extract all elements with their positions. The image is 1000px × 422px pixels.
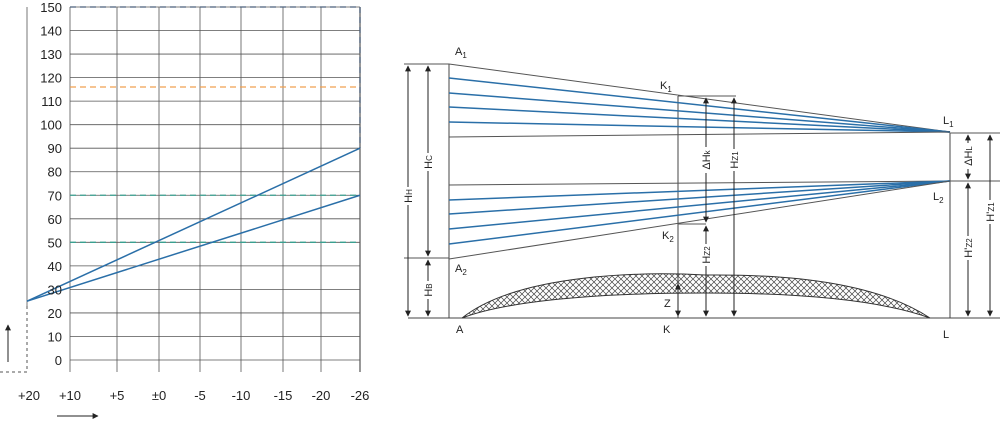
x-tick-label: -15 [274, 388, 293, 403]
fan-outer-top [448, 180, 951, 186]
chart-grid-vertical [26, 7, 361, 372]
chart-series [26, 147, 361, 302]
dim-label-hb: HB [421, 281, 435, 299]
y-tick-label: 150 [40, 0, 62, 15]
svg-text:H'Z1: H'Z1 [985, 202, 997, 222]
fan-line [448, 106, 951, 133]
dim-label-dhk: ΔHk [699, 147, 713, 173]
dim-label-hh: HH [401, 187, 415, 205]
dim-label-dhl: ΔHL [961, 143, 975, 169]
dim-label-hc: HC [421, 153, 435, 171]
x-tick-label: +20 [18, 388, 40, 403]
series-line [26, 147, 361, 302]
fan-line [448, 180, 951, 245]
y-tick-label: 100 [40, 118, 62, 133]
point-label-a: A [456, 324, 464, 336]
svg-text:HH: HH [403, 189, 415, 203]
fan-outer-top [448, 63, 951, 133]
point-label-l2: L2 [933, 191, 944, 205]
chart-grid-horizontal [70, 6, 360, 361]
upper-fan-lines [448, 63, 951, 138]
x-tick-label: -10 [232, 388, 251, 403]
lower-fan-lines [448, 180, 951, 260]
point-label-a1: A1 [455, 46, 467, 60]
y-tick-label: 90 [48, 141, 62, 156]
y-tick-label: 0 [55, 353, 62, 368]
svg-text:H'Z2: H'Z2 [963, 238, 975, 258]
x-tick-label: +5 [110, 388, 125, 403]
dim-label-hpz2: H'Z2 [961, 236, 975, 260]
dimension-lines [405, 65, 993, 317]
svg-text:HZ2: HZ2 [701, 246, 713, 264]
svg-text:HC: HC [423, 155, 435, 169]
y-tick-label: 70 [48, 188, 62, 203]
svg-text:HB: HB [423, 283, 435, 296]
elevation-chart: 0 10 20 30 40 50 60 70 80 90 100 110 120 130 140 150 +2… [0, 0, 369, 419]
svg-text:HZ1: HZ1 [729, 151, 741, 169]
x-tick-label: +10 [59, 388, 81, 403]
y-tick-label: 110 [41, 94, 62, 109]
y-tick-label: 130 [40, 47, 62, 62]
point-label-k2: K2 [662, 230, 674, 244]
fan-outer-bottom [448, 131, 951, 138]
svg-text:ΔHL: ΔHL [963, 146, 975, 166]
y-tick-label: 60 [48, 212, 62, 227]
fan-line [448, 92, 951, 133]
fan-line [448, 180, 951, 201]
y-tick-label: 40 [48, 259, 62, 274]
y-tick-label: 50 [48, 235, 62, 250]
y-tick-label: 20 [48, 306, 62, 321]
gradient-diagram: A1 A2 A K1 K2 K L1 L2 L HH HC HB ΔHk HZ2 [401, 46, 1000, 341]
terrain-mound [461, 273, 931, 319]
svg-text:ΔHk: ΔHk [701, 149, 713, 169]
x-tick-label: ±0 [152, 388, 166, 403]
fan-line [448, 180, 951, 215]
point-label-k: K [663, 324, 671, 336]
dim-label-hz1: HZ1 [727, 149, 741, 171]
point-label-k1: K1 [660, 80, 672, 94]
fan-outer-bottom [448, 180, 951, 260]
chart-reference-lines [70, 6, 361, 243]
y-tick-label: 10 [48, 329, 62, 344]
dim-label-z: Z [662, 296, 674, 310]
series-line [26, 194, 361, 302]
fan-line [448, 121, 951, 133]
origin-guide-line [0, 306, 28, 373]
chart-x-tick-labels: +20 +10 +5 ±0 -5 -10 -15 -20 -26 [18, 388, 369, 403]
chart-y-tick-labels: 0 10 20 30 40 50 60 70 80 90 100 110 120 130 140 150 [40, 0, 62, 368]
y-tick-label: 80 [48, 165, 62, 180]
dim-label-hz2: HZ2 [699, 244, 713, 266]
x-tick-label: -5 [194, 388, 206, 403]
x-tick-label: -26 [351, 388, 370, 403]
point-label-l1: L1 [943, 115, 954, 129]
fan-line [448, 77, 951, 133]
y-tick-label: 140 [40, 24, 62, 39]
y-tick-label: 120 [40, 71, 62, 86]
dim-label-hpz1: H'Z1 [983, 200, 997, 224]
point-label-l: L [943, 329, 949, 341]
point-label-a2: A2 [455, 263, 467, 277]
y-tick-label: 30 [48, 282, 62, 297]
svg-text:Z: Z [664, 298, 671, 310]
x-tick-label: -20 [312, 388, 331, 403]
fan-line [448, 180, 951, 230]
